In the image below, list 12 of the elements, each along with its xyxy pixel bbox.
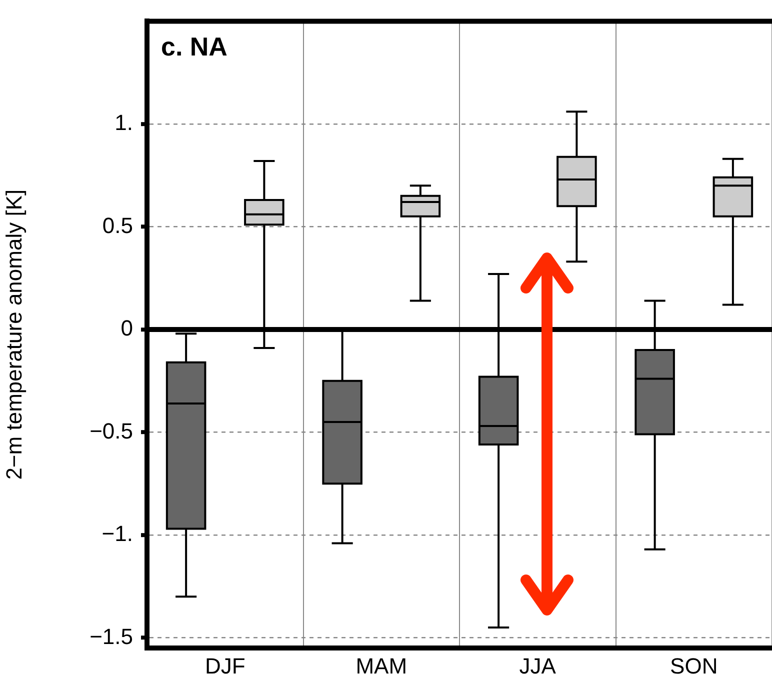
y-tick-label: 0.5 [102, 212, 133, 238]
x-tick-label: SON [670, 653, 718, 678]
y-tick-label: −0.5 [90, 418, 133, 444]
y-tick-label: 0 [120, 316, 133, 341]
chart-title: c. NA [161, 31, 228, 62]
x-tick-label: JJA [519, 653, 556, 678]
y-tick-label: 1. [114, 110, 133, 136]
y-tick-label: −1.5 [90, 624, 133, 649]
x-tick-label: DJF [204, 653, 246, 678]
y-tick-label: −1. [102, 521, 133, 546]
y-axis-title: 2−m temperature anomaly [K] [1, 189, 26, 480]
x-tick-label: MAM [356, 653, 408, 678]
